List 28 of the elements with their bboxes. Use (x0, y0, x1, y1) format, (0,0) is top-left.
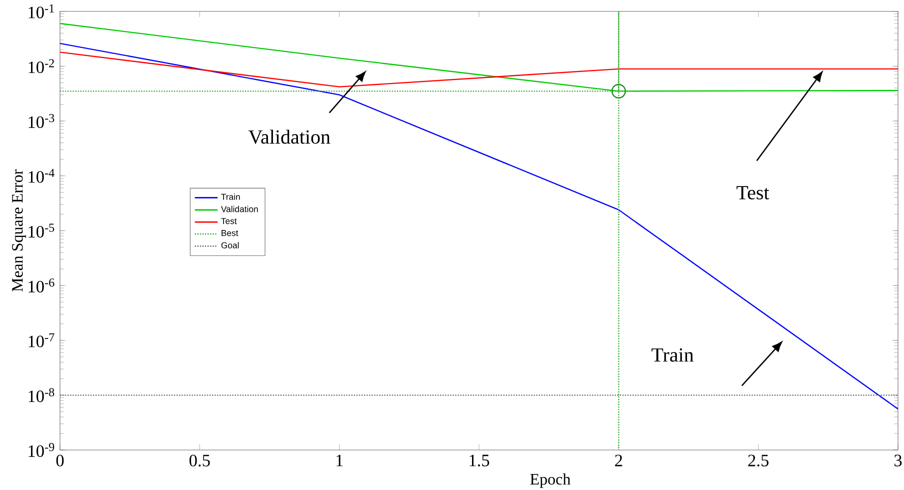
y-tick-label: 10$^{-4}$ (28, 168, 54, 183)
x-tick-label: 2.5 (748, 454, 768, 466)
x-tick-label: 2 (615, 454, 622, 466)
y-tick-label: 10$^{-9}$ (28, 443, 54, 458)
legend-label: Goal (221, 242, 239, 248)
legend-label: Best (222, 230, 238, 236)
y-axis-title: Mean Square Error (12, 170, 26, 292)
text: Validation (248, 130, 330, 144)
y-tick-label: 10$^{-1}$ (28, 4, 54, 18)
x-tick-label: 3 (894, 454, 902, 466)
legend-label: Test (221, 218, 237, 224)
legend-label: Train (221, 194, 240, 200)
line-series (60, 42, 898, 410)
text: Train (652, 348, 694, 362)
legend-label: Validation (220, 206, 258, 212)
line-series (60, 22, 898, 92)
y-tick-label: 10$^{-2}$ (28, 59, 54, 74)
text: Test (736, 186, 770, 200)
y-tick-label: 10$^{-5}$ (28, 224, 54, 238)
y-tick-label: 10$^{-7}$ (28, 333, 54, 348)
x-axis-title: Epoch (530, 473, 570, 488)
x-tick-label: 1 (336, 454, 343, 466)
x-tick-label: 0 (56, 454, 64, 466)
y-tick-label: 10$^{-3}$ (28, 114, 54, 128)
y-tick-label: 10$^{-8}$ (28, 388, 54, 402)
x-tick-label: 0.5 (190, 454, 210, 466)
x-tick-label: 1.5 (470, 454, 490, 466)
y-tick-label: 10$^{-6}$ (28, 278, 54, 293)
